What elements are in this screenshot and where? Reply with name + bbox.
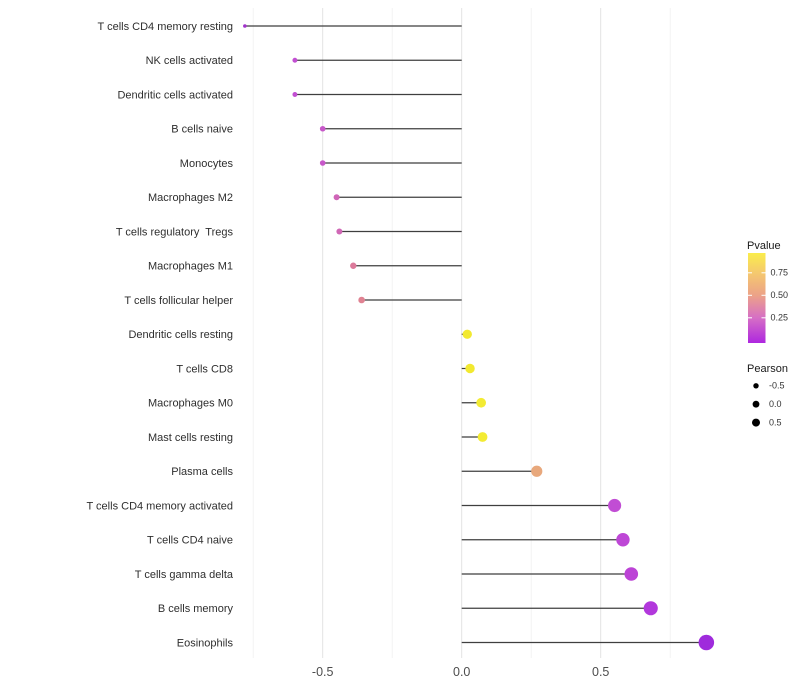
x-tick-label: 0.5 [592, 665, 609, 679]
data-point [608, 498, 622, 513]
y-axis-label: B cells naive [171, 124, 233, 136]
lollipop-row: Macrophages M0 [148, 397, 487, 410]
lollipop-row: B cells memory [158, 601, 658, 616]
lollipop-row: Eosinophils [177, 634, 715, 651]
pvalue-colorbar [748, 253, 766, 343]
x-tick-label: 0.0 [453, 665, 470, 679]
data-point [350, 262, 357, 269]
data-point [698, 634, 715, 651]
y-axis-label: Macrophages M1 [148, 261, 233, 273]
y-axis-label: T cells CD8 [176, 363, 233, 375]
data-point [462, 329, 472, 339]
lollipop-row: T cells CD8 [176, 363, 475, 375]
data-point [624, 567, 639, 581]
lollipop-row: Plasma cells [171, 465, 543, 478]
data-point [292, 57, 298, 63]
data-point [643, 601, 658, 616]
pearson-legend-label: -0.5 [769, 381, 785, 391]
pearson-legend-label: 0.5 [769, 417, 782, 427]
y-axis-label: Dendritic cells resting [128, 329, 233, 341]
data-point [336, 228, 343, 235]
colorbar-tick-label: 0.75 [771, 268, 789, 278]
data-point [333, 194, 340, 201]
colorbar-tick-label: 0.50 [771, 290, 789, 300]
pvalue-legend-title: Pvalue [747, 240, 781, 252]
data-point [319, 125, 326, 132]
pearson-legend-dot [753, 383, 759, 389]
data-point [477, 432, 488, 442]
lollipop-row: B cells naive [171, 124, 462, 136]
lollipop-row: Macrophages M1 [148, 261, 462, 273]
x-axis: -0.5 0.0 0.5 [312, 665, 610, 679]
y-axis-label: Plasma cells [171, 466, 233, 478]
data-point [358, 296, 365, 304]
y-axis-label: T cells CD4 memory resting [98, 21, 234, 33]
pearson-legend-dot [752, 400, 760, 408]
pearson-legend-label: 0.0 [769, 399, 782, 409]
data-point [616, 533, 630, 547]
colorbar-tick-label: 0.25 [771, 313, 789, 323]
lollipop-row: Monocytes [180, 158, 462, 170]
y-axis-label: T cells follicular helper [124, 295, 233, 307]
data-point [476, 397, 487, 408]
lollipop-row: T cells follicular helper [124, 295, 462, 307]
lollipop-row: Macrophages M2 [148, 192, 462, 204]
lollipop-row: NK cells activated [146, 55, 462, 67]
data-point [243, 24, 247, 28]
lollipop-row: Dendritic cells activated [117, 89, 462, 101]
lollipop-row: T cells CD4 naive [147, 533, 630, 547]
y-axis-label: T cells regulatory Tregs [116, 226, 234, 238]
y-axis-label: B cells memory [158, 603, 234, 615]
data-point [292, 92, 298, 97]
x-tick-label: -0.5 [312, 665, 334, 679]
y-axis-label: Macrophages M0 [148, 398, 233, 410]
y-axis-label: T cells gamma delta [135, 569, 234, 581]
data-point [465, 363, 475, 374]
lollipop-row: T cells CD4 memory activated [86, 498, 622, 513]
rows-layer: T cells CD4 memory resting NK cells activ… [86, 21, 715, 651]
legend-panel: Pvalue 0.75 0.50 0.25 Pearson -0.5 0.0 0.5 [747, 240, 788, 427]
y-axis-label: Mast cells resting [148, 432, 233, 444]
y-axis-label: T cells CD4 naive [147, 535, 233, 547]
lollipop-row: Dendritic cells resting [128, 329, 472, 341]
grid-layer [252, 8, 671, 658]
y-axis-label: Dendritic cells activated [117, 89, 233, 101]
y-axis-label: Eosinophils [177, 637, 234, 649]
lollipop-row: Mast cells resting [148, 432, 488, 444]
y-axis-label: Monocytes [180, 158, 234, 170]
pearson-legend-dot [752, 418, 760, 427]
data-point [531, 465, 543, 477]
lollipop-row: T cells gamma delta [135, 567, 639, 581]
lollipop-row: T cells regulatory Tregs [116, 226, 462, 238]
lollipop-row: T cells CD4 memory resting [98, 21, 462, 33]
y-axis-label: T cells CD4 memory activated [86, 500, 233, 512]
data-point [319, 160, 326, 166]
pearson-legend-title: Pearson [747, 363, 788, 375]
y-axis-label: Macrophages M2 [148, 192, 233, 204]
y-axis-label: NK cells activated [146, 55, 233, 67]
